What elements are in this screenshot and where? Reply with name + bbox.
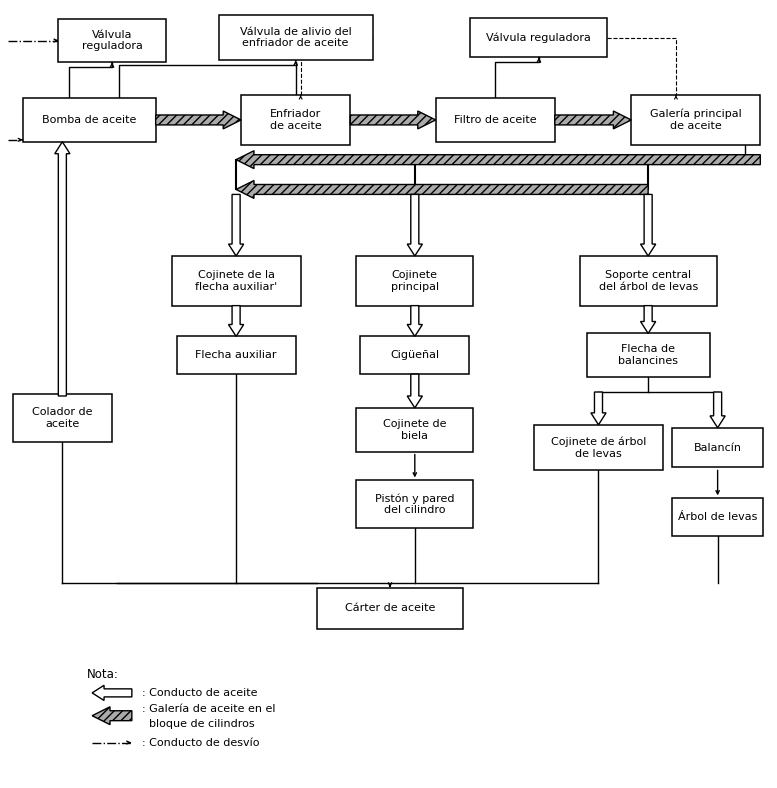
Text: Válvula
reguladora: Válvula reguladora bbox=[82, 30, 142, 51]
Text: Válvula de alivio del
enfriador de aceite: Válvula de alivio del enfriador de aceit… bbox=[240, 27, 351, 48]
Text: Filtro de aceite: Filtro de aceite bbox=[454, 115, 537, 125]
Polygon shape bbox=[228, 195, 244, 256]
Polygon shape bbox=[407, 374, 423, 408]
Polygon shape bbox=[92, 686, 132, 701]
Bar bbox=[356, 256, 473, 306]
Polygon shape bbox=[155, 111, 241, 129]
Polygon shape bbox=[407, 306, 423, 336]
Text: Pistón y pared
del cilindro: Pistón y pared del cilindro bbox=[375, 493, 455, 515]
Polygon shape bbox=[54, 142, 70, 396]
Polygon shape bbox=[236, 151, 761, 169]
Text: Flecha auxiliar: Flecha auxiliar bbox=[195, 351, 277, 360]
Bar bbox=[23, 98, 155, 142]
Polygon shape bbox=[350, 111, 436, 129]
Polygon shape bbox=[236, 180, 648, 199]
Polygon shape bbox=[407, 195, 423, 256]
Text: Colador de
aceite: Colador de aceite bbox=[32, 407, 92, 429]
Text: Válvula reguladora: Válvula reguladora bbox=[486, 32, 591, 43]
Text: Cojinete de la
flecha auxiliar': Cojinete de la flecha auxiliar' bbox=[195, 270, 277, 292]
Text: bloque de cilindros: bloque de cilindros bbox=[141, 719, 254, 729]
Text: : Conducto de desvío: : Conducto de desvío bbox=[141, 738, 260, 748]
Polygon shape bbox=[640, 306, 656, 333]
Bar bbox=[534, 425, 663, 470]
Text: Flecha de
balancines: Flecha de balancines bbox=[618, 344, 678, 366]
Text: Cárter de aceite: Cárter de aceite bbox=[345, 604, 435, 614]
Bar bbox=[470, 17, 608, 58]
Text: Galería principal
de aceite: Galería principal de aceite bbox=[650, 109, 742, 131]
Bar bbox=[172, 256, 301, 306]
Bar bbox=[361, 336, 469, 374]
Bar bbox=[12, 394, 112, 441]
Polygon shape bbox=[228, 306, 244, 336]
Bar bbox=[631, 95, 761, 145]
Bar bbox=[241, 95, 350, 145]
Text: Árbol de levas: Árbol de levas bbox=[678, 512, 758, 522]
Text: Soporte central
del árbol de levas: Soporte central del árbol de levas bbox=[598, 270, 698, 292]
Text: : Conducto de aceite: : Conducto de aceite bbox=[141, 688, 257, 698]
Text: Cojinete
principal: Cojinete principal bbox=[391, 270, 439, 292]
Bar bbox=[356, 481, 473, 528]
Polygon shape bbox=[555, 111, 631, 129]
Polygon shape bbox=[591, 392, 606, 425]
Bar bbox=[580, 256, 716, 306]
Bar bbox=[176, 336, 296, 374]
Polygon shape bbox=[92, 707, 132, 725]
Text: : Galería de aceite en el: : Galería de aceite en el bbox=[141, 704, 275, 714]
Bar bbox=[218, 15, 373, 61]
Text: Cigüeñal: Cigüeñal bbox=[390, 351, 439, 360]
Polygon shape bbox=[640, 195, 656, 256]
Bar bbox=[672, 428, 763, 467]
Text: Balancín: Balancín bbox=[694, 443, 741, 452]
Polygon shape bbox=[710, 392, 725, 428]
Bar bbox=[436, 98, 555, 142]
Bar bbox=[587, 333, 709, 377]
Bar bbox=[58, 19, 166, 62]
Text: Bomba de aceite: Bomba de aceite bbox=[42, 115, 136, 125]
Text: Enfriador
de aceite: Enfriador de aceite bbox=[270, 110, 322, 131]
Bar bbox=[316, 588, 463, 630]
Bar bbox=[672, 498, 763, 536]
Text: Nota:: Nota: bbox=[87, 668, 119, 681]
Text: Cojinete de
biela: Cojinete de biela bbox=[383, 419, 447, 440]
Text: Cojinete de árbol
de levas: Cojinete de árbol de levas bbox=[551, 437, 646, 459]
Bar bbox=[356, 408, 473, 452]
